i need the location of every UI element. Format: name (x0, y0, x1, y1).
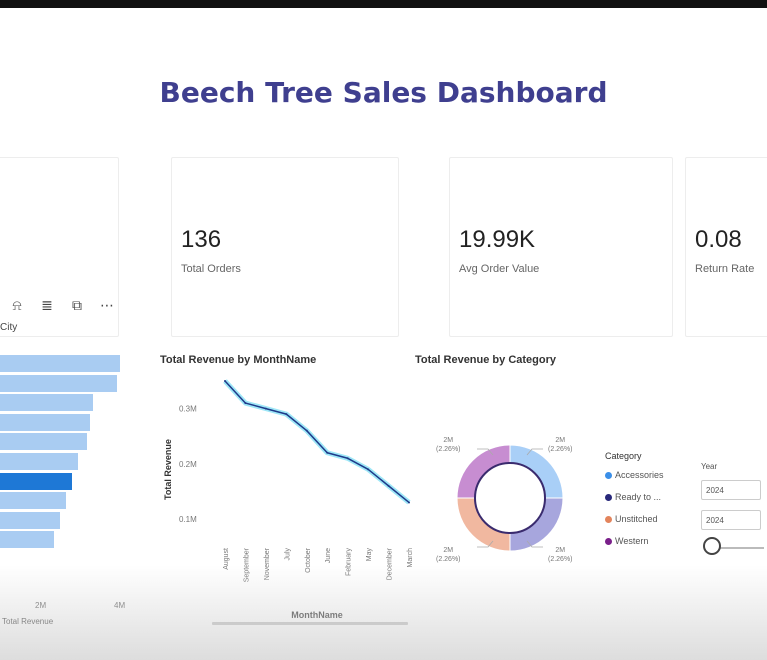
slice-label-bottom-right: 2M (2.26%) (548, 547, 573, 563)
legend-dot (605, 515, 612, 523)
kpi-value: 136 (181, 226, 222, 253)
kpi-label: Avg Order Value (459, 263, 540, 275)
legend-item-accessories[interactable]: Accessories (605, 470, 664, 480)
y-axis-title: Total Revenue (163, 439, 173, 500)
kpi-card-total-orders[interactable]: 136 Total Orders (171, 157, 399, 337)
legend-dot (605, 493, 612, 501)
city-bar[interactable] (0, 472, 72, 490)
leader-line (526, 540, 543, 548)
legend-dot (605, 471, 612, 479)
x-category-label: June (325, 548, 332, 563)
city-bar[interactable] (0, 511, 60, 529)
city-bar[interactable] (0, 355, 120, 372)
line-point[interactable] (408, 501, 410, 504)
window-top-bar (0, 0, 767, 8)
kpi-label: Return Rate (695, 263, 755, 275)
legend-label: Unstitched (615, 514, 658, 524)
y-tick-label: 0.2M (179, 460, 197, 469)
bar-chart-caption: City (0, 322, 18, 333)
x-category-label: August (223, 548, 230, 570)
line-point[interactable] (224, 380, 226, 382)
line-point[interactable] (326, 451, 329, 454)
leader-line (477, 448, 494, 456)
year-slider-handle[interactable] (703, 537, 721, 555)
legend-label: Western (615, 536, 649, 546)
line-series[interactable] (224, 380, 410, 504)
line-point[interactable] (305, 429, 308, 432)
leader-line (477, 540, 494, 548)
year-slider-track[interactable] (714, 547, 764, 549)
legend-item-ready-to[interactable]: Ready to ... (605, 492, 661, 502)
legend-title: Category (605, 451, 642, 461)
x-category-label: March (407, 548, 414, 568)
page-title: Beech Tree Sales Dashboard (159, 76, 608, 109)
city-bar[interactable] (0, 374, 117, 392)
year-slicer-title: Year (701, 462, 718, 471)
line-point[interactable] (244, 402, 247, 405)
year-to-input[interactable]: 2024 (701, 510, 761, 530)
line-point[interactable] (387, 484, 390, 487)
filter-icon[interactable]: ≣ (41, 297, 53, 313)
slice-label-bottom-left: 2M (2.26%) (436, 547, 461, 563)
line-point[interactable] (264, 407, 267, 410)
city-bar[interactable] (0, 433, 87, 451)
focus-mode-icon[interactable]: ⧉ (72, 297, 82, 313)
kpi-label: Total Orders (181, 263, 241, 275)
kpi-value: 19.99K (459, 226, 536, 253)
slice-label-top-left: 2M (2.26%) (436, 437, 461, 453)
donut-hole (477, 465, 543, 531)
legend-item-western[interactable]: Western (605, 536, 648, 546)
kpi-card-return-rate[interactable]: 0.08 Return Rate (685, 157, 767, 337)
line-point[interactable] (346, 457, 349, 460)
kpi-value: 0.08 (695, 226, 742, 253)
legend-label: Accessories (615, 470, 664, 480)
legend-label: Ready to ... (615, 492, 662, 502)
city-bar[interactable] (0, 394, 93, 412)
city-bar[interactable] (0, 531, 54, 549)
city-bar[interactable] (0, 453, 78, 470)
legend-item-unstitched[interactable]: Unstitched (605, 514, 658, 524)
line-point[interactable] (285, 413, 288, 416)
y-tick-label: 0.1M (179, 515, 197, 524)
slice-label-top-right: 2M (2.26%) (548, 437, 573, 453)
x-category-label: February (346, 548, 353, 577)
visual-toolbar: ⍾ ≣ ⧉ ⋯ (8, 296, 116, 314)
line-chart-title: Total Revenue by MonthName (160, 354, 317, 366)
kpi-card-avg-order-value[interactable]: 19.99K Avg Order Value (449, 157, 673, 337)
city-bar[interactable] (0, 413, 90, 431)
y-tick-label: 0.3M (179, 405, 197, 414)
bell-icon[interactable]: ⍾ (12, 297, 22, 313)
city-bar[interactable] (0, 492, 66, 510)
donut-chart-title: Total Revenue by Category (415, 354, 556, 366)
legend-dot (605, 537, 612, 545)
donut-inner-ring (474, 462, 546, 534)
x-category-label: May (366, 548, 373, 562)
year-from-input[interactable]: 2024 (701, 480, 761, 500)
leader-line (526, 448, 543, 456)
x-category-label: July (284, 548, 291, 561)
donut-slice[interactable] (456, 444, 511, 499)
x-category-label: October (305, 547, 312, 573)
more-options-icon[interactable]: ⋯ (100, 297, 114, 313)
kpi-card-blank[interactable] (0, 157, 119, 337)
x-category-label: November (264, 547, 271, 580)
line-point[interactable] (367, 468, 370, 471)
x-category-label: December (387, 547, 394, 580)
x-category-label: September (243, 547, 250, 582)
